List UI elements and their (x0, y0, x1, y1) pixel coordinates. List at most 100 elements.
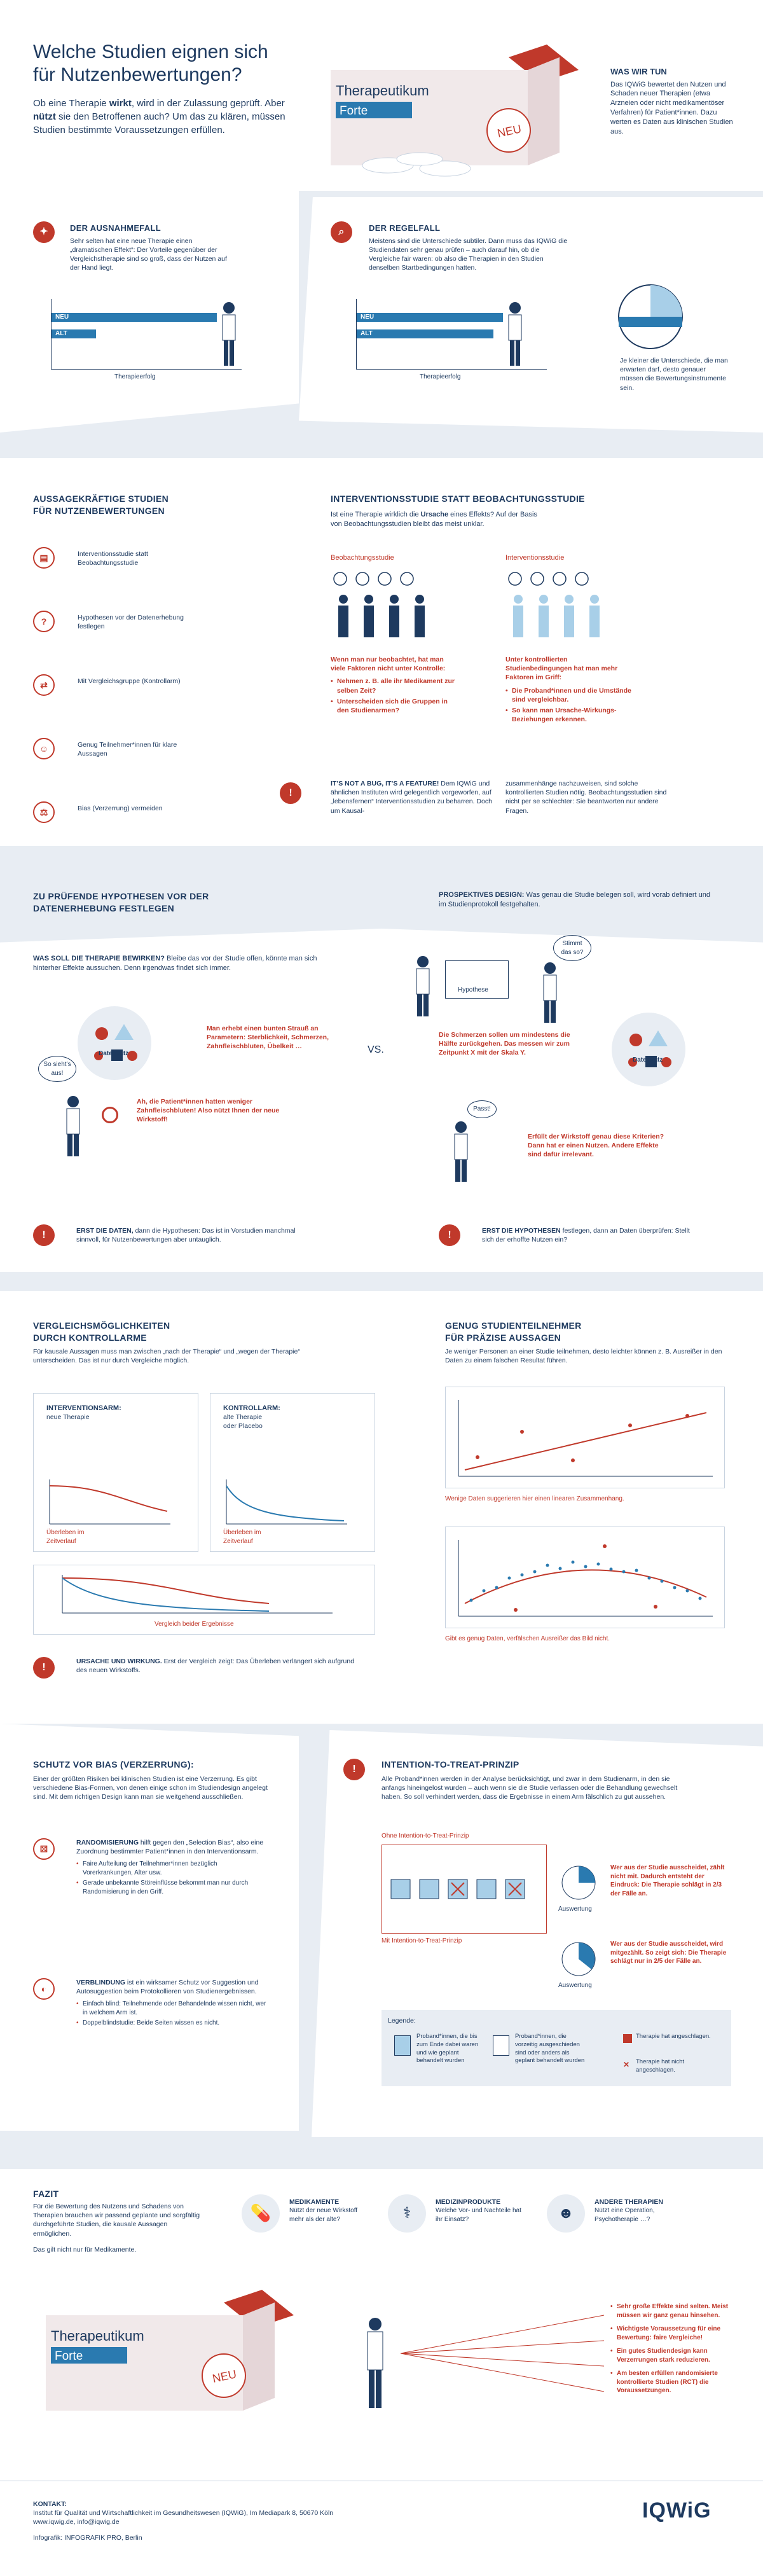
medicine-icon: 💊 (242, 2194, 280, 2233)
bar-new: NEU (52, 313, 217, 322)
hypo-foot-icon: ! (33, 1224, 55, 1246)
axis-label: Therapieerfolg (114, 373, 156, 380)
footer: KONTAKT: Institut für Qualität und Wirts… (33, 2500, 478, 2542)
hypothesis-board (445, 960, 509, 999)
prod-title: MEDIZINPRODUKTE (436, 2198, 501, 2206)
other-text: Nützt eine Operation, Psychotherapie …? (595, 2207, 655, 2223)
col1-lead: Wenn man nur beobachtet, hat man viele F… (331, 656, 446, 673)
dataset-label: Datensatz (633, 1056, 663, 1063)
ausnahme-chart: NEU ALT Therapieerfolg (38, 299, 254, 388)
arm-card: KONTROLLARM: alte Therapie oder Placebo … (210, 1393, 375, 1552)
vergleich-title-line1: VERGLEICHSMÖGLICHKEITEN (33, 1320, 170, 1331)
evaluation-icon (561, 1942, 596, 1976)
speech-bubble: Stimmt das so? (553, 935, 591, 961)
compare-icon: ⇄ (33, 674, 55, 696)
med-title: MEDIKAMENTE (289, 2198, 340, 2206)
bug-text-left: IT’S NOT A BUG, IT’S A FEATURE! Dem IQWi… (331, 780, 492, 815)
teilnehmer-title-line2: FÜR PRÄZISE AUSSAGEN (445, 1332, 561, 1343)
evaluation-label: Auswertung (558, 1982, 592, 1989)
kontakt-line1: Institut für Qualität und Wirtschaftlich… (33, 2509, 334, 2517)
main-title-line1: Welche Studien eignen sich (33, 41, 268, 62)
hypo-right-red2: Erfüllt der Wirkstoff genau diese Kriter… (528, 1133, 664, 1159)
medicine-box-illustration: Therapeutikum Forte NEU (33, 2290, 294, 2423)
col2-lead: Unter kontrollierten Studienbedingungen … (505, 656, 618, 682)
blind-bullet: Doppelblindstudie: Beide Seiten wissen e… (76, 2019, 267, 2028)
regel-icon: ⌕ (331, 221, 352, 243)
people-observation (338, 595, 425, 637)
legend-title: Legende: (388, 2017, 416, 2025)
itt-diagram (382, 1845, 547, 1934)
itt-title: INTENTION-TO-TREAT-PRINZIP (382, 1759, 519, 1769)
col2-label: Interventionsstudie (505, 554, 565, 562)
itt-red1: Wer aus der Studie ausscheidet, zählt ni… (610, 1864, 725, 1897)
ausnahme-icon: ✦ (33, 221, 55, 243)
intro-text: Ob eine Therapie wirkt, wird in der Zula… (33, 98, 285, 135)
fazit-title: FAZIT (33, 2189, 59, 2199)
evaluation-icon (561, 1866, 596, 1900)
legend-icon-fail: ✕ (623, 2060, 630, 2069)
hypo-right-intro: PROSPEKTIVES DESIGN: Was genau die Studi… (439, 891, 710, 908)
scatter-many (445, 1527, 725, 1628)
itt-people-row (390, 1879, 525, 1899)
vergleich-foot-icon: ! (33, 1657, 55, 1679)
bug-text-right: zusammenhänge nachzuweisen, sind solche … (505, 780, 667, 815)
aussage-title-line1: AUSSAGEKRÄFTIGE STUDIEN (33, 494, 169, 504)
hypo-left-red1: Man erhebt einen bunten Strauß an Parame… (207, 1025, 329, 1051)
legend-item-fail: Therapie hat nicht angeschlagen. (636, 2058, 685, 2074)
intervention-title: INTERVENTIONSSTUDIE STATT BEOBACHTUNGSST… (331, 494, 585, 504)
overtime-label: Überleben im Zeitverlauf (223, 1529, 261, 1545)
person-figure (222, 302, 236, 366)
compare-card: Vergleich beider Ergebnisse (33, 1565, 375, 1635)
legend-icon-complete (394, 2035, 411, 2056)
people-intervention (513, 595, 600, 637)
legend-item-dropout: Proband*innen, die vorzeitig ausgeschied… (515, 2033, 585, 2065)
target-icon (102, 1107, 118, 1123)
therapy-icon: ☻ (547, 2194, 585, 2233)
teilnehmer-title-line1: GENUG STUDIENTEILNEHMER (445, 1320, 582, 1331)
person-figure (543, 962, 557, 1023)
kontakt-label: KONTAKT: (33, 2500, 67, 2508)
aussage-panel (0, 458, 229, 846)
vergleich-intro: Für kausale Aussagen muss man zwischen „… (33, 1348, 300, 1365)
col1-label: Beobachtungsstudie (331, 554, 394, 562)
connector-lines (400, 2315, 605, 2392)
credit-line: Infografik: INFOGRAFIK PRO, Berlin (33, 2533, 142, 2542)
rand-bullet: Faire Aufteilung der Teilnehmer*innen be… (76, 1860, 267, 1877)
other-title: ANDERE THERAPIEN (595, 2198, 663, 2206)
survival-chart-1 (49, 1479, 170, 1525)
arm1-sub: neue Therapie (46, 1413, 90, 1421)
legend-item-complete: Proband*innen, die bis zum Ende dabei wa… (416, 2033, 479, 2065)
overtime-label: Überleben im Zeitverlauf (46, 1529, 85, 1545)
vergleich-title-line2: DURCH KONTROLLARME (33, 1332, 147, 1343)
randomization-icon: ⚄ (33, 1838, 55, 1860)
medicine-box-illustration: Therapeutikum Forte NEU (318, 45, 579, 178)
col1-bullet: Unterscheiden sich die Gruppen in den St… (331, 697, 458, 715)
blind-text: VERBLINDUNG ist ein wirksamer Schutz vor… (76, 1979, 259, 1996)
hypo-left-intro: WAS SOLL DIE THERAPIE BEWIRKEN? Bleibe d… (33, 955, 317, 972)
header-section: Welche Studien eignen sich für Nutzenbew… (0, 0, 763, 210)
itt-icon: ! (343, 1759, 365, 1780)
bias-panel (0, 1724, 299, 2131)
person-figure (416, 956, 430, 1016)
col1-bullet: Nehmen z. B. alle ihr Medikament zur sel… (331, 677, 458, 695)
dataset-label: Datensatz (99, 1050, 129, 1057)
scatter-few (445, 1387, 725, 1488)
legend-box: Legende: Proband*innen, die bis zum Ende… (382, 2010, 731, 2086)
speech-bubble: So sieht’s aus! (38, 1056, 76, 1082)
hypo-panel-right (382, 929, 763, 1272)
arm2-title: KONTROLLARM: (223, 1404, 280, 1412)
hypo-title-line1: ZU PRÜFENDE HYPOTHESEN VOR DER (33, 891, 209, 901)
chart-caption: Wenige Daten suggerieren hier einen line… (445, 1495, 624, 1502)
bar-old: ALT (52, 329, 96, 338)
bias-title: SCHUTZ VOR BIAS (VERZERRUNG): (33, 1759, 194, 1769)
hypo-title-line2: DATENERHEBUNG FESTLEGEN (33, 903, 175, 913)
main-title-line2: für Nutzenbewertungen? (33, 64, 242, 85)
regel-text: Meistens sind die Unterschiede subtiler.… (369, 237, 568, 272)
hypo-right-red1: Die Schmerzen sollen um mindestens die H… (439, 1031, 570, 1057)
rand-text: RANDOMISIERUNG hilft gegen den „Selectio… (76, 1839, 264, 1856)
arm2-sub: alte Therapie oder Placebo (223, 1413, 263, 1430)
vergleich-foot: URSACHE UND WIRKUNG. Erst der Vergleich … (76, 1658, 355, 1675)
intervention-panel (242, 458, 763, 846)
box-label-2: Forte (55, 2350, 83, 2363)
chart-caption: Gibt es genug Daten, verfälschen Ausreiß… (445, 1635, 610, 1642)
